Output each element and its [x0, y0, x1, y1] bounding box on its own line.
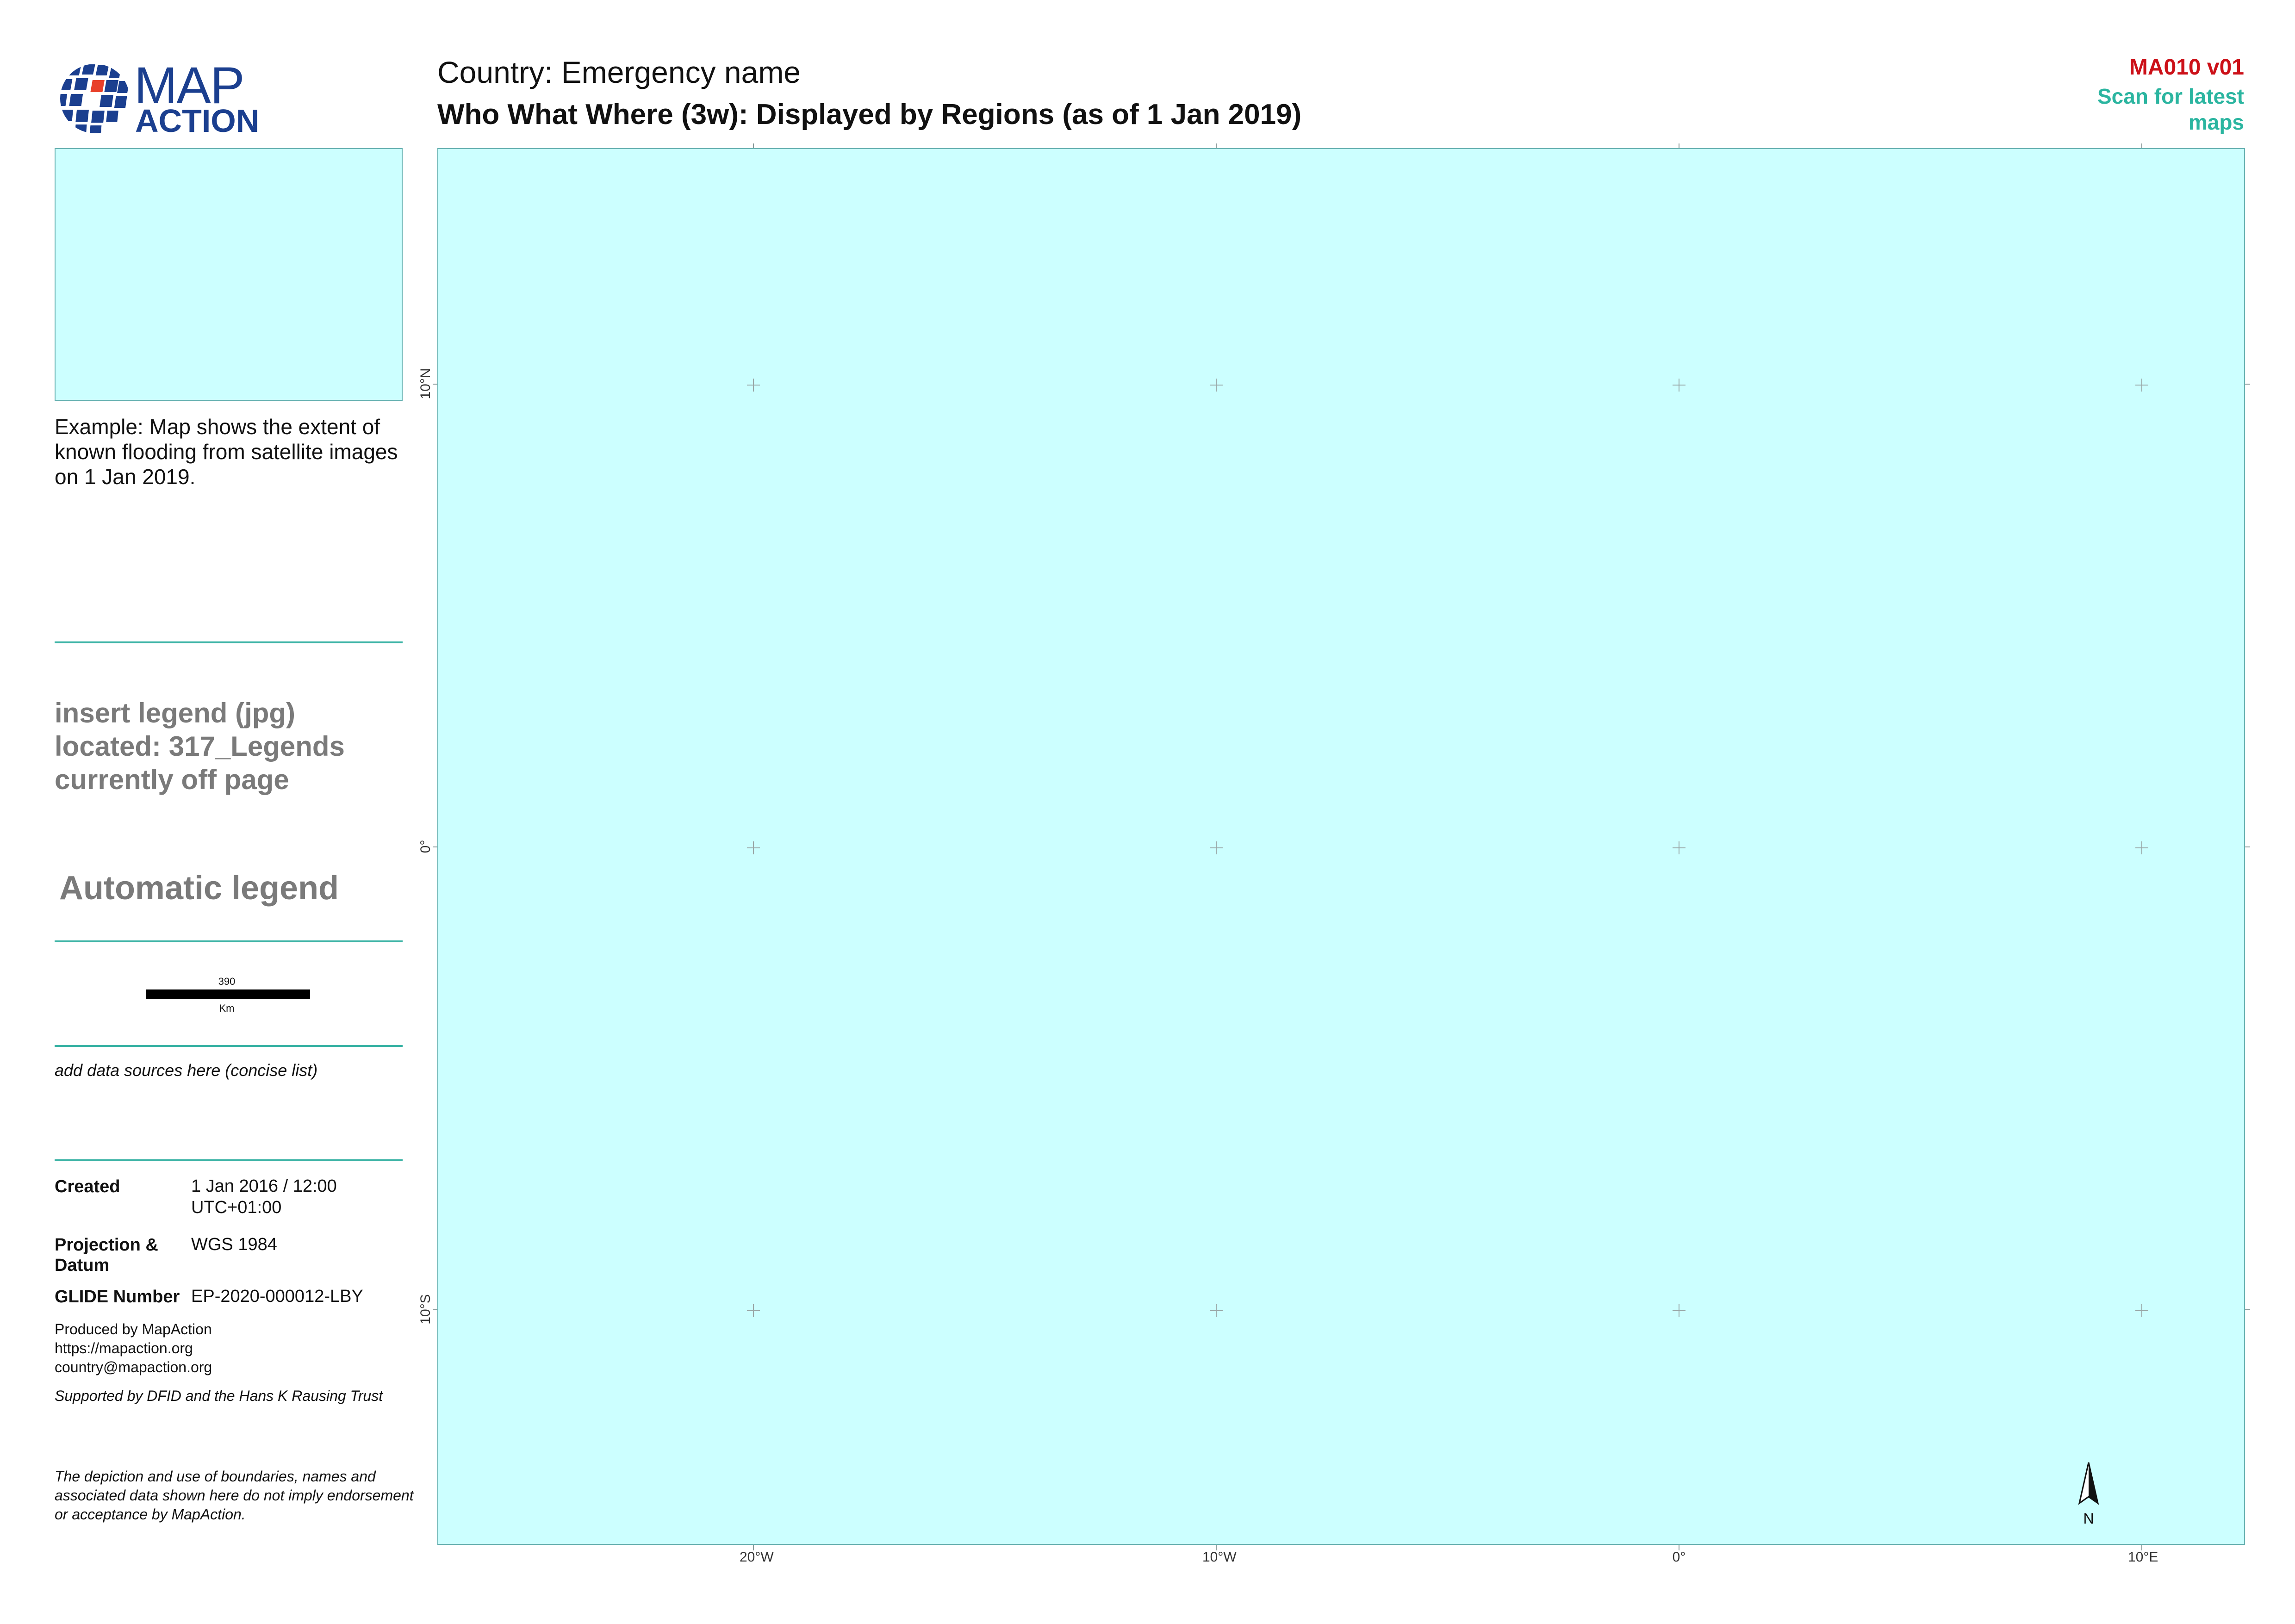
data-sources: add data sources here (concise list) [55, 1061, 318, 1080]
legend-placeholder-note: insert legend (jpg) located: 317_Legends… [55, 697, 416, 796]
graticule-cross [1210, 1304, 1223, 1317]
graticule-cross [2135, 841, 2148, 854]
longitude-label: 20°W [740, 1549, 774, 1565]
north-arrow-icon: N [2078, 1462, 2099, 1527]
created-label: Created [55, 1177, 120, 1196]
latitude-label: 10°S [418, 1294, 433, 1325]
legend-note-line: insert legend (jpg) [55, 697, 296, 728]
producer-email[interactable]: country@mapaction.org [55, 1359, 212, 1375]
producer-line: Produced by MapAction [55, 1321, 212, 1338]
graticule: N [747, 379, 2148, 1527]
graticule-cross [747, 841, 760, 854]
producer-info: Produced by MapAction https://mapaction.… [55, 1320, 212, 1377]
created-value: 1 Jan 2016 / 12:00 UTC+01:00 [191, 1176, 337, 1217]
latitude-label: 0° [418, 840, 433, 853]
map-code: MA010 v01 [2129, 55, 2244, 80]
svg-text:MAP: MAP [134, 58, 244, 109]
svg-text:ACTION: ACTION [135, 103, 259, 136]
page-title: Country: Emergency name [437, 55, 801, 89]
projection-label: Projection & Datum [55, 1235, 158, 1275]
longitude-label: 0° [1672, 1549, 1686, 1565]
legend-note-line: located: 317_Legends [55, 731, 345, 762]
glide-label: GLIDE Number [55, 1287, 180, 1307]
graticule-cross [1673, 841, 1685, 854]
latitude-label: 10°N [418, 368, 433, 399]
graticule-cross [1673, 379, 1685, 392]
disclaimer: The depiction and use of boundaries, nam… [55, 1468, 414, 1523]
longitude-label: 10°W [1202, 1549, 1237, 1565]
projection-value: WGS 1984 [191, 1235, 277, 1254]
overview-caption: Example: Map shows the extent of known f… [55, 415, 398, 489]
main-map[interactable]: N [437, 148, 2245, 1545]
divider-rule [55, 940, 403, 942]
divider-rule [55, 1045, 403, 1047]
glide-value: EP-2020-000012-LBY [191, 1287, 363, 1306]
scan-note[interactable]: Scan for latest maps [2097, 84, 2244, 134]
divider-rule [55, 1159, 403, 1161]
graticule-cross [1210, 379, 1223, 392]
automatic-legend: Automatic legend [59, 870, 339, 907]
support-note: Supported by DFID and the Hans K Rausing… [55, 1388, 383, 1404]
overview-map [55, 148, 403, 401]
scalebar-value: 390 [218, 976, 236, 987]
logo-wordmark-action: ACTION [135, 103, 259, 136]
logo-wordmark-map: MAP [134, 58, 245, 109]
scalebar [146, 989, 310, 999]
graticule-cross [2135, 379, 2148, 392]
graticule-cross [1210, 841, 1223, 854]
divider-rule [55, 641, 403, 643]
mapaction-logo: MAP ACTION [58, 58, 266, 137]
graticule-cross [2135, 1304, 2148, 1317]
globe-logo-icon [60, 64, 130, 133]
page-subtitle: Who What Where (3w): Displayed by Region… [437, 99, 1302, 131]
north-arrow-label: N [2083, 1510, 2094, 1527]
legend-note-line: currently off page [55, 764, 289, 795]
graticule-cross [747, 1304, 760, 1317]
graticule-cross [1673, 1304, 1685, 1317]
longitude-label: 10°E [2128, 1549, 2158, 1565]
graticule-cross [747, 379, 760, 392]
producer-url[interactable]: https://mapaction.org [55, 1340, 193, 1356]
scalebar-unit: Km [219, 1002, 235, 1014]
